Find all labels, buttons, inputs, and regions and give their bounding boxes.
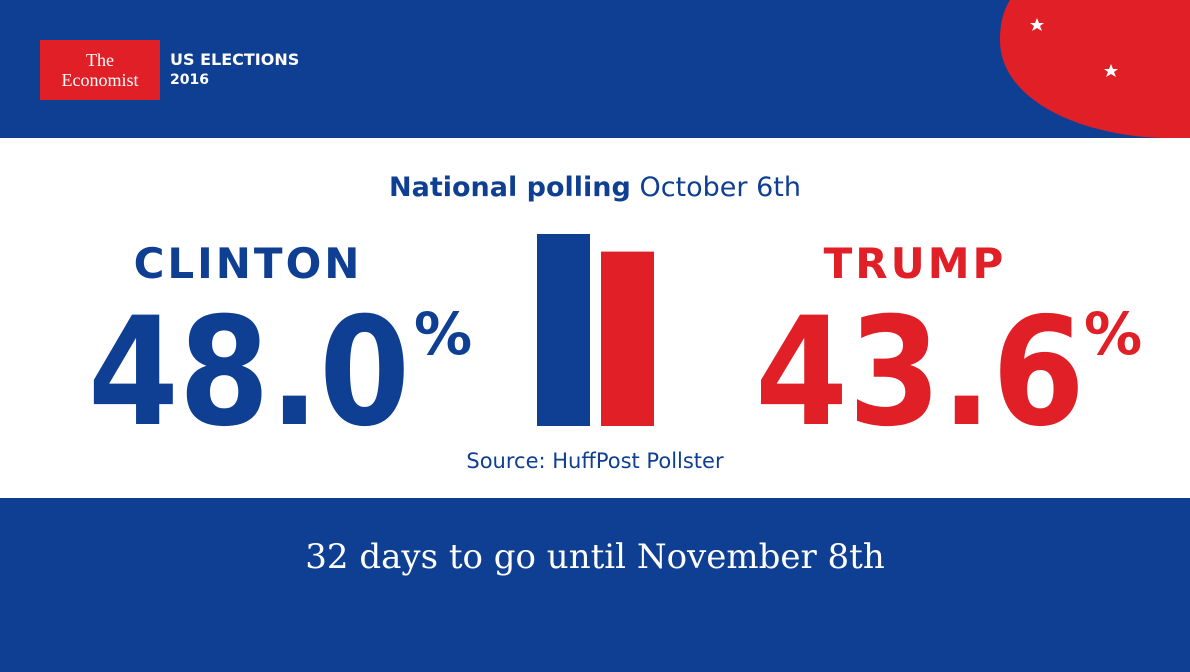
section-label: US ELECTIONS xyxy=(170,50,299,69)
bar xyxy=(601,251,654,426)
logo-text: The xyxy=(86,50,114,70)
bar xyxy=(537,234,590,426)
content-band xyxy=(0,138,1190,498)
subtitle: October 6th xyxy=(639,172,801,203)
candidate-name: TRUMP xyxy=(824,239,1007,288)
countdown: 32 days to go until November 8th xyxy=(305,537,885,577)
value-unit: % xyxy=(414,300,472,368)
logo-box xyxy=(40,40,160,100)
candidate-name: CLINTON xyxy=(134,239,363,288)
footer-band xyxy=(0,498,1190,672)
title: National polling xyxy=(389,172,631,203)
logo-text: Economist xyxy=(62,70,139,90)
value-unit: % xyxy=(1084,300,1142,368)
source: Source: HuffPost Pollster xyxy=(466,449,724,473)
value-label: 43.6 xyxy=(755,286,1085,460)
header-band xyxy=(0,0,1190,138)
chart-title: National polling October 6th xyxy=(389,172,801,203)
donkey-emblem xyxy=(1000,0,1190,138)
section-label: 2016 xyxy=(170,72,209,88)
value-label: 48.0 xyxy=(88,286,410,460)
